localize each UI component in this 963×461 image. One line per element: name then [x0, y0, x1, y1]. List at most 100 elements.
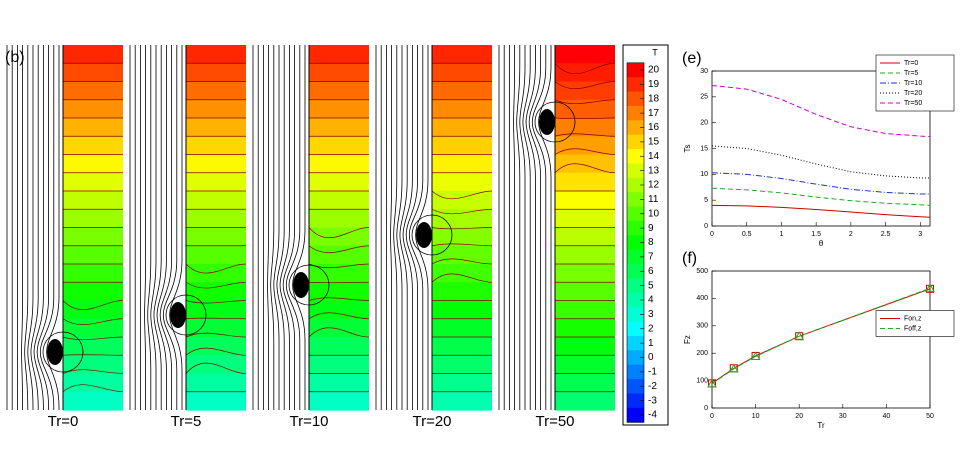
colorbar-title: T	[652, 47, 658, 57]
temperature-band	[63, 209, 123, 229]
temperature-band	[309, 227, 369, 247]
temperature-band	[309, 172, 369, 192]
temperature-band	[309, 264, 369, 283]
x-tick-label: 2	[849, 231, 853, 238]
isotherm	[62, 369, 124, 374]
colorbar-tick-label: 6	[648, 266, 654, 277]
x-tick-label: 50	[926, 413, 934, 420]
temperature-band	[555, 172, 615, 192]
temperature-band	[555, 136, 615, 156]
colorbar-tick-label: 2	[648, 323, 654, 334]
colorbar-tick-label: 8	[648, 237, 654, 248]
y-axis-label: Ts	[683, 145, 692, 153]
temperature-band	[555, 391, 615, 411]
colorbar-swatch	[627, 393, 644, 409]
streamline	[516, 45, 521, 410]
temperature-band	[186, 264, 246, 283]
temperature-band	[186, 136, 246, 156]
colorbar-tick-label: 9	[648, 223, 654, 234]
y-tick-label: 300	[696, 323, 708, 330]
streamline	[30, 45, 39, 410]
temperature-band	[63, 282, 123, 302]
x-tick-label: 0	[710, 231, 714, 238]
streamline	[531, 45, 547, 410]
streamline	[33, 45, 44, 410]
isotherm	[554, 81, 616, 90]
streamline	[399, 45, 408, 410]
colorbar-tick-label: 14	[648, 151, 660, 162]
streamline	[36, 45, 49, 410]
y-tick-label: 0	[704, 223, 708, 230]
temperature-band	[555, 209, 615, 229]
temperature-band	[309, 63, 369, 83]
temperature-band	[555, 154, 615, 174]
isotherm	[185, 332, 247, 338]
colorbar-swatch	[627, 192, 644, 208]
streamline	[390, 45, 392, 410]
streamline	[538, 45, 552, 410]
temperature-band	[555, 81, 615, 101]
marker	[926, 284, 934, 293]
y-axis-label: Fz	[683, 335, 692, 344]
streamline	[285, 45, 301, 410]
colorbar-swatch	[627, 264, 644, 279]
temperature-band	[555, 373, 615, 393]
streamline	[162, 45, 178, 410]
temperature-band	[63, 264, 123, 283]
temperature-band	[186, 300, 246, 320]
temperature-band	[555, 337, 615, 356]
colorbar-swatch	[627, 292, 644, 308]
legend-label: Tr=0	[904, 60, 918, 67]
temperature-band	[555, 63, 615, 83]
temperature-band	[63, 45, 123, 64]
temperature-band	[63, 81, 123, 101]
isotherm	[554, 133, 616, 137]
colorbar-tick-label: 12	[648, 180, 660, 191]
colorbar-swatch	[627, 407, 644, 423]
y-tick-label: 5	[704, 197, 708, 204]
colorbar-swatch	[627, 105, 644, 121]
colorbar-swatch	[627, 220, 644, 236]
isotherm	[554, 99, 616, 105]
streamline	[159, 45, 172, 410]
temperature-band	[432, 337, 492, 356]
panel-label: (b)	[5, 49, 25, 66]
vortex	[47, 339, 63, 365]
marker	[707, 378, 717, 388]
legend-label: Fon,z	[904, 315, 922, 322]
temperature-band	[309, 191, 369, 210]
y-tick-label: 20	[700, 120, 708, 127]
colorbar-tick-label: 0	[648, 352, 654, 363]
temperature-band	[63, 136, 123, 156]
marker	[750, 351, 761, 360]
temperature-band	[555, 245, 615, 265]
isotherm	[62, 318, 124, 326]
colorbar-swatch	[627, 149, 644, 164]
x-axis-label: θ	[819, 239, 824, 248]
temperature-band	[555, 118, 615, 137]
isotherm	[62, 384, 124, 393]
streamline	[147, 45, 152, 410]
temperature-band	[432, 318, 492, 338]
colorbar-tick-label: 18	[648, 93, 660, 104]
colorbar-tick-label: -2	[648, 381, 657, 392]
legend-label: Tr=20	[904, 90, 922, 97]
temperature-band	[555, 355, 615, 375]
temperature-band	[63, 191, 123, 210]
marker	[794, 331, 805, 340]
temperature-band	[63, 373, 123, 393]
colorbar-tick-label: 19	[648, 79, 660, 90]
plot-frame	[711, 270, 931, 409]
temperature-band	[555, 264, 615, 283]
panel-caption: Tr=5	[171, 413, 202, 430]
isotherm	[308, 297, 370, 301]
temperature-band	[186, 99, 246, 119]
streamline	[21, 45, 23, 410]
vortex	[293, 272, 309, 298]
temperature-band	[309, 209, 369, 229]
temperature-band	[63, 318, 123, 338]
y-tick-label: 400	[696, 295, 708, 302]
temperature-band	[63, 227, 123, 247]
colorbar-swatch	[627, 249, 644, 265]
